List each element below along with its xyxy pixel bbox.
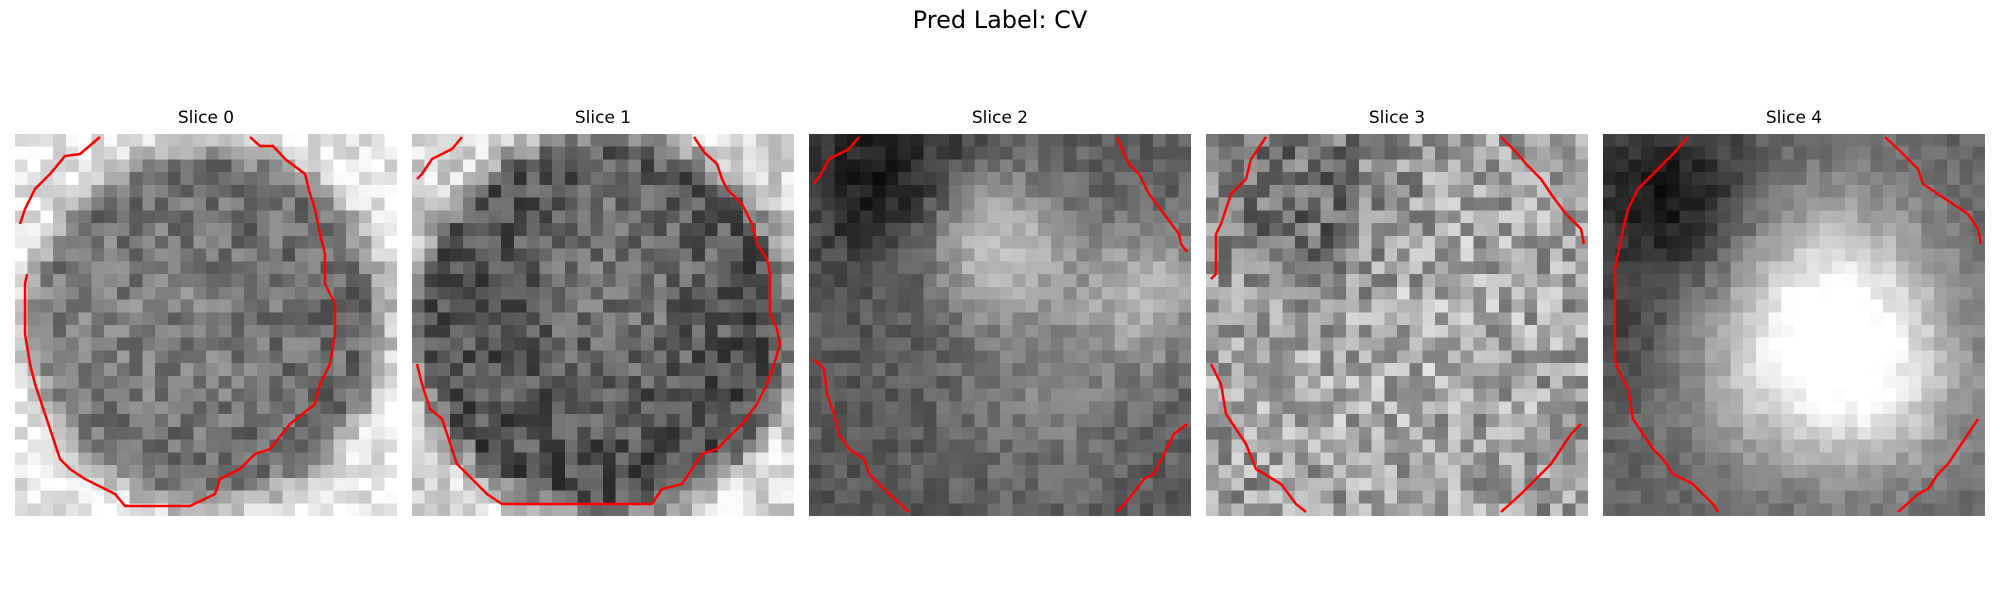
slice-image: [1603, 134, 1985, 516]
slice-title: Slice 3: [1368, 108, 1426, 128]
slice-image: [1206, 134, 1588, 516]
slice-title: Slice 2: [971, 108, 1029, 128]
slice-title: Slice 4: [1765, 108, 1823, 128]
slice-image: [809, 134, 1191, 516]
slice-title: Slice 1: [574, 108, 632, 128]
figure-title: Pred Label: CV: [912, 6, 1088, 34]
slice-image: [15, 134, 397, 516]
slice-title: Slice 0: [177, 108, 235, 128]
slice-image: [412, 134, 794, 516]
